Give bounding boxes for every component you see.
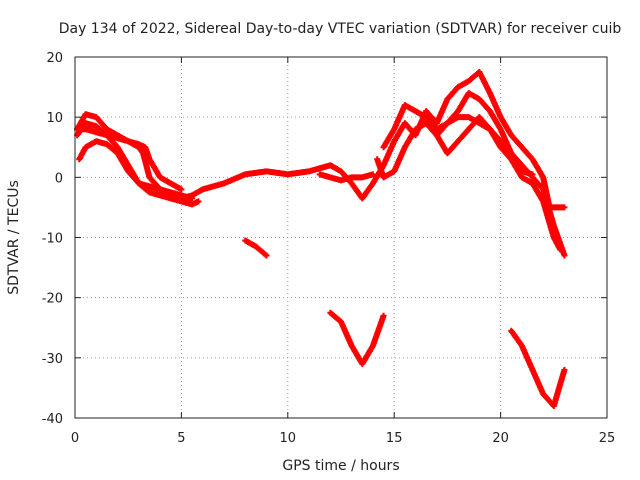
series-track-g [374, 114, 564, 253]
data-point [557, 246, 564, 253]
data-point [189, 195, 196, 202]
x-tick-label: 20 [492, 431, 509, 446]
series-track-h [433, 90, 536, 178]
data-point [561, 204, 568, 211]
data-point [380, 312, 387, 319]
y-tick-label: -20 [42, 292, 63, 307]
data-layer [74, 69, 568, 409]
y-tick-label: 10 [46, 111, 63, 126]
series-track-j [327, 309, 387, 367]
data-point [369, 171, 376, 178]
x-axis-label: GPS time / hours [282, 458, 399, 474]
y-tick-label: 0 [55, 171, 63, 186]
data-point [263, 252, 270, 259]
x-tick-label: 0 [71, 431, 79, 446]
series-track-i [242, 237, 270, 259]
series-track-e [316, 171, 376, 184]
data-point [561, 366, 568, 373]
y-tick-label: -40 [42, 412, 63, 427]
series-track-b [76, 138, 196, 202]
x-tick-label: 25 [599, 431, 616, 446]
data-point [178, 186, 185, 193]
data-point [195, 198, 202, 205]
x-tick-label: 5 [177, 431, 185, 446]
data-point [561, 252, 568, 259]
y-tick-label: 20 [46, 51, 63, 66]
y-tick-label: -30 [42, 352, 63, 367]
axes: 0 5 10 15 20 25 -40 -30 -20 -10 0 10 20 [42, 51, 616, 446]
series-track-k [508, 327, 568, 409]
y-tick-label: -10 [42, 232, 63, 247]
chart-title: Day 134 of 2022, Sidereal Day-to-day VTE… [59, 21, 622, 37]
x-tick-label: 10 [280, 431, 297, 446]
x-tick-label: 15 [386, 431, 403, 446]
y-axis-label: SDTVAR / TECUs [6, 180, 22, 295]
series-track-d [74, 126, 185, 193]
data-point [529, 171, 536, 178]
